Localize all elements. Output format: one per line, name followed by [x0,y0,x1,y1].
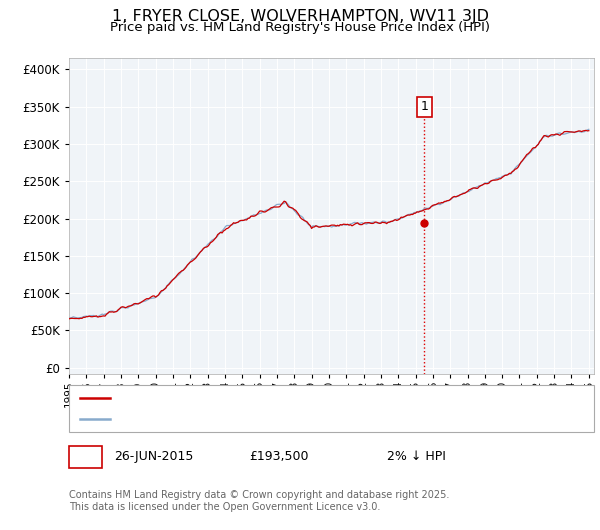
Text: 2% ↓ HPI: 2% ↓ HPI [387,450,446,463]
Text: HPI: Average price, detached house, Wolverhampton: HPI: Average price, detached house, Wolv… [116,413,428,426]
Text: Price paid vs. HM Land Registry's House Price Index (HPI): Price paid vs. HM Land Registry's House … [110,21,490,34]
Text: 1, FRYER CLOSE, WOLVERHAMPTON, WV11 3JD: 1, FRYER CLOSE, WOLVERHAMPTON, WV11 3JD [112,9,488,24]
Text: 1: 1 [82,450,89,463]
Text: £193,500: £193,500 [249,450,308,463]
Text: 1: 1 [420,100,428,113]
Text: 1, FRYER CLOSE, WOLVERHAMPTON, WV11 3JD (detached house): 1, FRYER CLOSE, WOLVERHAMPTON, WV11 3JD … [116,391,499,404]
Text: Contains HM Land Registry data © Crown copyright and database right 2025.
This d: Contains HM Land Registry data © Crown c… [69,490,449,512]
Text: 26-JUN-2015: 26-JUN-2015 [114,450,193,463]
